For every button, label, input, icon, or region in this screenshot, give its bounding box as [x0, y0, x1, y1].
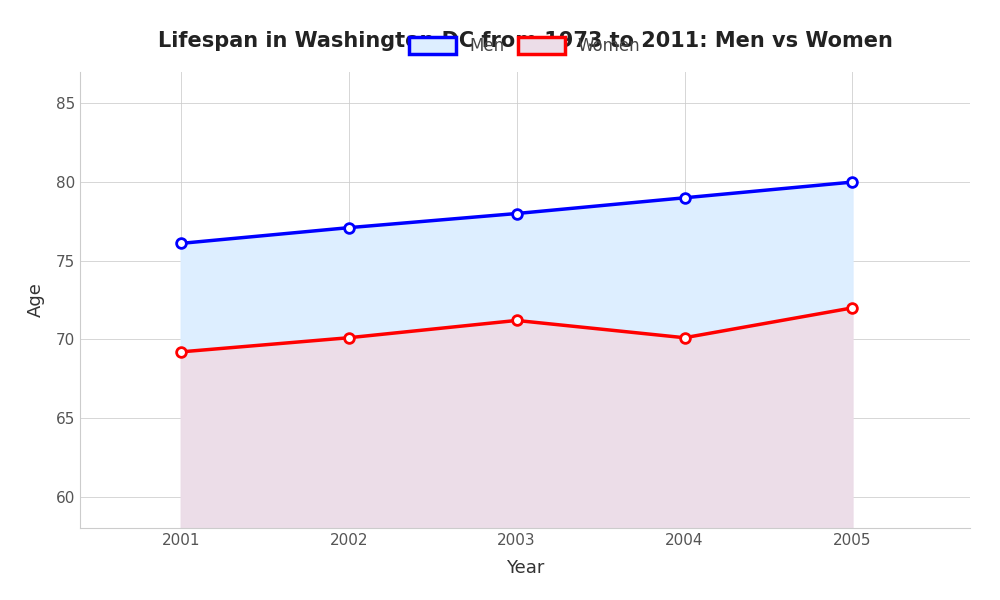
X-axis label: Year: Year	[506, 559, 544, 577]
Legend: Men, Women: Men, Women	[403, 30, 647, 62]
Title: Lifespan in Washington DC from 1973 to 2011: Men vs Women: Lifespan in Washington DC from 1973 to 2…	[158, 31, 892, 51]
Y-axis label: Age: Age	[27, 283, 45, 317]
